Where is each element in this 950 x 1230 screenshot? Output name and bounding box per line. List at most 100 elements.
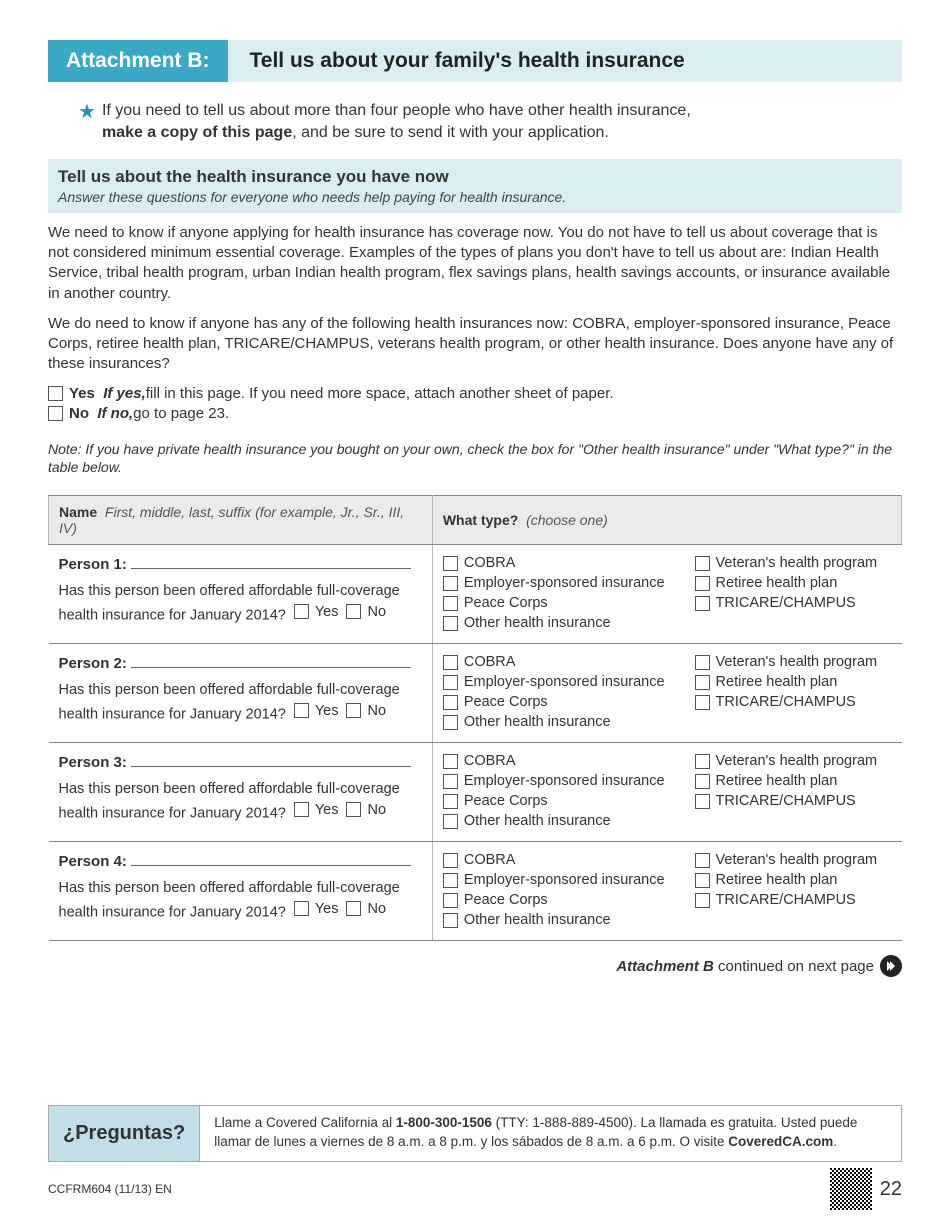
- type-checkbox[interactable]: [695, 873, 710, 888]
- name-input-line[interactable]: [131, 753, 411, 767]
- type-checkbox[interactable]: [443, 596, 458, 611]
- section-bar: Tell us about the health insurance you h…: [48, 159, 902, 213]
- offered-question: Has this person been offered affordable …: [59, 581, 422, 625]
- offered-question: Has this person been offered affordable …: [59, 680, 422, 724]
- qr-code-icon: [830, 1168, 872, 1210]
- type-option: Peace Corps: [443, 892, 665, 908]
- offered-no-checkbox[interactable]: [346, 901, 361, 916]
- type-option: Other health insurance: [443, 813, 665, 829]
- no-rest: go to page 23.: [133, 405, 229, 422]
- type-checkbox[interactable]: [443, 814, 458, 829]
- offered-yes-checkbox[interactable]: [294, 703, 309, 718]
- person-label: Person 4:: [59, 853, 127, 870]
- footer-phone: 1-800-300-1506: [396, 1115, 492, 1130]
- type-checkbox[interactable]: [443, 893, 458, 908]
- type-checkbox[interactable]: [695, 794, 710, 809]
- type-option: COBRA: [443, 555, 665, 571]
- col-name-header: Name First, middle, last, suffix (for ex…: [49, 496, 433, 545]
- type-option: COBRA: [443, 753, 665, 769]
- type-checkbox[interactable]: [443, 774, 458, 789]
- name-input-line[interactable]: [131, 852, 411, 866]
- type-checkbox[interactable]: [695, 596, 710, 611]
- type-option: Retiree health plan: [695, 872, 878, 888]
- type-checkbox[interactable]: [443, 794, 458, 809]
- yes-checkbox[interactable]: [48, 386, 63, 401]
- preguntas-label: ¿Preguntas?: [49, 1106, 200, 1161]
- yes-rest: fill in this page. If you need more spac…: [146, 385, 614, 402]
- type-checkbox[interactable]: [443, 655, 458, 670]
- yes-row: Yes If yes, fill in this page. If you ne…: [48, 385, 902, 402]
- type-checkbox[interactable]: [443, 873, 458, 888]
- table-row: Person 1:Has this person been offered af…: [49, 545, 902, 644]
- continued-line: Attachment B continued on next page: [48, 955, 902, 977]
- no-checkbox[interactable]: [48, 406, 63, 421]
- type-option: Retiree health plan: [695, 773, 878, 789]
- type-option: TRICARE/CHAMPUS: [695, 793, 878, 809]
- star-icon: ★: [78, 98, 96, 145]
- type-cell: COBRAEmployer-sponsored insurancePeace C…: [432, 644, 901, 743]
- type-checkbox[interactable]: [695, 774, 710, 789]
- type-checkbox[interactable]: [443, 715, 458, 730]
- footer: ¿Preguntas? Llame a Covered California a…: [48, 1105, 902, 1210]
- offered-yes-checkbox[interactable]: [294, 802, 309, 817]
- type-checkbox[interactable]: [695, 556, 710, 571]
- type-option: TRICARE/CHAMPUS: [695, 595, 878, 611]
- type-option: COBRA: [443, 654, 665, 670]
- type-checkbox[interactable]: [695, 853, 710, 868]
- person-label: Person 2:: [59, 655, 127, 672]
- continued-rest: continued on next page: [714, 958, 874, 975]
- type-option: Peace Corps: [443, 694, 665, 710]
- table-row: Person 4:Has this person been offered af…: [49, 842, 902, 941]
- type-checkbox[interactable]: [443, 913, 458, 928]
- yes-italic: If yes,: [103, 385, 146, 402]
- col-type-header: What type? (choose one): [432, 496, 901, 545]
- col1-label: Name: [59, 504, 97, 520]
- type-checkbox[interactable]: [695, 576, 710, 591]
- col2-label: What type?: [443, 512, 518, 528]
- type-checkbox[interactable]: [443, 853, 458, 868]
- name-cell: Person 1:Has this person been offered af…: [49, 545, 433, 644]
- type-option: COBRA: [443, 852, 665, 868]
- type-option: Other health insurance: [443, 912, 665, 928]
- type-checkbox[interactable]: [695, 655, 710, 670]
- offered-yes-checkbox[interactable]: [294, 901, 309, 916]
- name-cell: Person 2: Has this person been offered af…: [49, 644, 433, 743]
- no-italic: If no,: [97, 405, 133, 422]
- offered-no-checkbox[interactable]: [346, 604, 361, 619]
- type-option: Employer-sponsored insurance: [443, 872, 665, 888]
- type-checkbox[interactable]: [695, 893, 710, 908]
- type-option: Other health insurance: [443, 615, 665, 631]
- starnote-line1: If you need to tell us about more than f…: [102, 102, 691, 119]
- type-option: Employer-sponsored insurance: [443, 773, 665, 789]
- type-checkbox[interactable]: [695, 675, 710, 690]
- table-row: Person 3:Has this person been offered af…: [49, 743, 902, 842]
- type-checkbox[interactable]: [443, 675, 458, 690]
- type-cell: COBRAEmployer-sponsored insurancePeace C…: [432, 545, 901, 644]
- type-checkbox[interactable]: [443, 556, 458, 571]
- name-input-line[interactable]: [131, 555, 411, 569]
- no-row: No If no, go to page 23.: [48, 405, 902, 422]
- type-option: Employer-sponsored insurance: [443, 575, 665, 591]
- type-checkbox[interactable]: [695, 754, 710, 769]
- type-checkbox[interactable]: [443, 576, 458, 591]
- footer-bottom: CCFRM604 (11/13) EN 22: [48, 1168, 902, 1210]
- type-checkbox[interactable]: [443, 695, 458, 710]
- type-option: Peace Corps: [443, 793, 665, 809]
- form-code: CCFRM604 (11/13) EN: [48, 1182, 172, 1196]
- insurance-table: Name First, middle, last, suffix (for ex…: [48, 495, 902, 941]
- type-checkbox[interactable]: [695, 695, 710, 710]
- type-option: TRICARE/CHAMPUS: [695, 892, 878, 908]
- offered-no-checkbox[interactable]: [346, 703, 361, 718]
- type-option: Veteran's health program: [695, 753, 878, 769]
- name-input-line[interactable]: [131, 654, 411, 668]
- continue-arrow-icon: [880, 955, 902, 977]
- section-title: Tell us about the health insurance you h…: [58, 167, 892, 187]
- para2: We do need to know if anyone has any of …: [48, 314, 902, 375]
- type-checkbox[interactable]: [443, 616, 458, 631]
- type-checkbox[interactable]: [443, 754, 458, 769]
- preguntas-text: Llame a Covered California al 1-800-300-…: [200, 1106, 901, 1161]
- offered-yes-checkbox[interactable]: [294, 604, 309, 619]
- page-title: Tell us about your family's health insur…: [228, 40, 902, 82]
- offered-no-checkbox[interactable]: [346, 802, 361, 817]
- type-option: Veteran's health program: [695, 555, 878, 571]
